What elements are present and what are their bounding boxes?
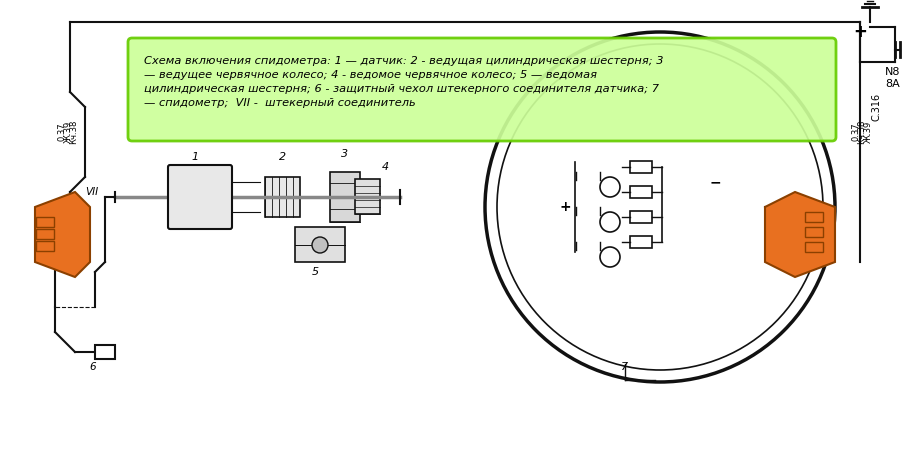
Text: С.316: С.316 <box>871 93 881 121</box>
Bar <box>355 179 380 214</box>
Bar <box>330 172 360 222</box>
Bar <box>805 212 823 222</box>
Bar <box>36 241 54 251</box>
Bar <box>265 177 300 217</box>
Text: 5: 5 <box>312 267 319 277</box>
FancyBboxPatch shape <box>128 38 836 141</box>
Text: +: + <box>559 200 571 214</box>
Text: Ж.39: Ж.39 <box>864 121 872 143</box>
Text: 1: 1 <box>191 152 199 162</box>
Text: N8: N8 <box>885 67 901 77</box>
Text: 0.37: 0.37 <box>852 123 860 141</box>
Text: Ж.39Ю: Ж.39Ю <box>63 207 73 237</box>
Text: 3: 3 <box>342 149 348 159</box>
Text: 7: 7 <box>621 362 629 372</box>
Circle shape <box>312 237 328 253</box>
Bar <box>95 345 115 359</box>
Text: 8A: 8A <box>885 79 900 89</box>
Text: Схема включения спидометра: 1 — датчик: 2 - ведущая цилиндрическая шестерня; 3
—: Схема включения спидометра: 1 — датчик: … <box>144 56 664 108</box>
FancyBboxPatch shape <box>168 165 232 229</box>
Bar <box>36 229 54 239</box>
Text: Кч.38: Кч.38 <box>70 120 78 144</box>
Bar <box>630 161 652 173</box>
Circle shape <box>198 195 202 199</box>
Polygon shape <box>765 192 835 277</box>
Text: −: − <box>709 175 720 189</box>
Circle shape <box>497 44 823 370</box>
Bar <box>630 211 652 223</box>
Bar <box>630 236 652 248</box>
Bar <box>630 186 652 198</box>
Bar <box>805 227 823 237</box>
Text: Кч.38: Кч.38 <box>857 120 867 144</box>
Bar <box>36 217 54 227</box>
Text: +: + <box>853 23 867 41</box>
Text: 0.37: 0.37 <box>58 123 66 141</box>
Text: Кч.38Ю: Кч.38Ю <box>70 205 78 239</box>
Text: 0.37: 0.37 <box>58 213 66 231</box>
Bar <box>295 227 345 262</box>
Text: 4: 4 <box>381 162 389 172</box>
Circle shape <box>188 185 212 209</box>
Text: VII: VII <box>85 187 98 197</box>
Polygon shape <box>35 192 90 277</box>
Text: 2: 2 <box>279 152 287 162</box>
Bar <box>805 242 823 252</box>
Text: Ж.39: Ж.39 <box>63 121 73 143</box>
Circle shape <box>485 32 835 382</box>
Text: 6: 6 <box>90 362 96 372</box>
